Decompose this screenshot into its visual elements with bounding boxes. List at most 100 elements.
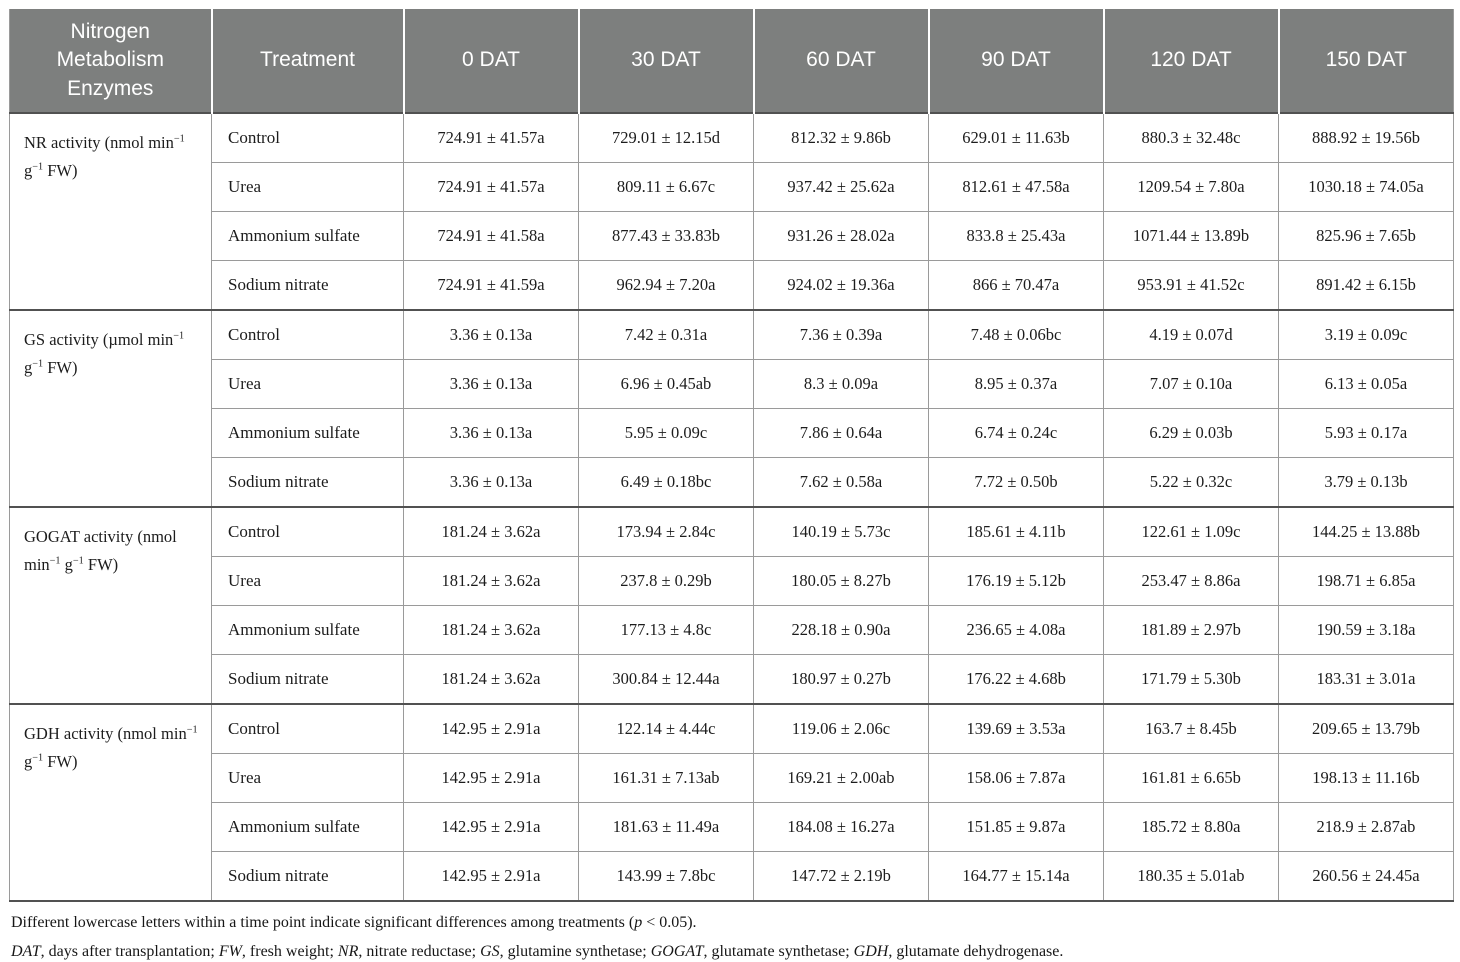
treatment-cell: Sodium nitrate <box>211 654 404 704</box>
text-segment: , glutamine synthetase; <box>499 942 651 960</box>
value-cell: 3.36 ± 0.13a <box>403 457 579 507</box>
value-cell: 812.61 ± 47.58a <box>928 162 1104 212</box>
text-segment: GOGAT <box>650 942 704 960</box>
value-cell: 185.61 ± 4.11b <box>928 506 1104 557</box>
text-segment: GS activity (µmol min <box>24 330 174 349</box>
value-cell: 181.24 ± 3.62a <box>403 556 579 606</box>
value-cell: 5.22 ± 0.32c <box>1103 457 1279 507</box>
value-cell: 7.86 ± 0.64a <box>753 408 929 458</box>
treatment-cell: Urea <box>211 359 404 409</box>
value-cell: 142.95 ± 2.91a <box>403 753 579 803</box>
value-cell: 181.63 ± 11.49a <box>578 802 754 852</box>
value-cell: 181.24 ± 3.62a <box>403 506 579 557</box>
value-cell: 729.01 ± 12.15d <box>578 112 754 163</box>
value-cell: 164.77 ± 15.14a <box>928 851 1104 901</box>
header-enzymes: Nitrogen Metabolism Enzymes <box>9 9 212 113</box>
text-segment: Different lowercase letters within a tim… <box>11 914 635 931</box>
value-cell: 3.19 ± 0.09c <box>1278 309 1454 360</box>
treatment-cell: Sodium nitrate <box>211 457 404 507</box>
text-segment: , days after transplantation; <box>40 942 219 960</box>
text-segment: GDH <box>853 942 889 960</box>
treatment-cell: Control <box>211 309 404 360</box>
header-60-dat: 60 DAT <box>752 9 929 113</box>
value-cell: 6.96 ± 0.45ab <box>578 359 754 409</box>
value-cell: 144.25 ± 13.88b <box>1278 506 1454 557</box>
value-cell: 953.91 ± 41.52c <box>1103 260 1279 310</box>
value-cell: 1071.44 ± 13.89b <box>1103 211 1279 261</box>
value-cell: 3.36 ± 0.13a <box>403 359 579 409</box>
value-cell: 7.36 ± 0.39a <box>753 309 929 360</box>
value-cell: 888.92 ± 19.56b <box>1278 112 1454 163</box>
value-cell: 7.62 ± 0.58a <box>753 457 929 507</box>
value-cell: 825.96 ± 7.65b <box>1278 211 1454 261</box>
treatment-cell: Control <box>211 703 404 754</box>
table-row: NR activity (nmol min−1 g−1 FW) Control 72… <box>9 112 1454 310</box>
table-row: Urea 724.91 ± 41.57a 809.11 ± 6.67c 937.42 … <box>10 162 1454 212</box>
value-cell: 6.13 ± 0.05a <box>1278 359 1454 409</box>
value-cell: 183.31 ± 3.01a <box>1278 654 1454 704</box>
value-cell: 877.43 ± 33.83b <box>578 211 754 261</box>
table-row: Sodium nitrate 3.36 ± 0.13a 6.49 ± 0.18bc 7… <box>10 457 1454 507</box>
value-cell: 163.7 ± 8.45b <box>1103 703 1279 754</box>
text-segment: −1 <box>32 752 44 764</box>
value-cell: 198.13 ± 11.16b <box>1278 753 1454 803</box>
value-cell: 724.91 ± 41.59a <box>403 260 579 310</box>
value-cell: 161.81 ± 6.65b <box>1103 753 1279 803</box>
treatment-cell: Ammonium sulfate <box>211 211 404 261</box>
text-segment: FW <box>218 942 242 960</box>
value-cell: 931.26 ± 28.02a <box>753 211 929 261</box>
header-120-dat: 120 DAT <box>1102 9 1279 113</box>
treatment-cell: Ammonium sulfate <box>211 605 404 655</box>
value-cell: 180.05 ± 8.27b <box>753 556 929 606</box>
header-row: Nitrogen Metabolism Enzymes Treatment 0 … <box>9 9 1454 113</box>
value-cell: 119.06 ± 2.06c <box>753 703 929 754</box>
value-cell: 880.3 ± 32.48c <box>1103 112 1279 163</box>
value-cell: 236.65 ± 4.08a <box>928 605 1104 655</box>
table-row: Ammonium sulfate 3.36 ± 0.13a 5.95 ± 0.09c… <box>10 408 1454 458</box>
value-cell: 937.42 ± 25.62a <box>753 162 929 212</box>
enzyme-group: NR activity (nmol min−1 g−1 FW) Control 72… <box>9 112 1454 310</box>
text-segment: FW) <box>83 555 119 575</box>
text-segment: , nitrate reductase; <box>358 942 481 960</box>
value-cell: 161.31 ± 7.13ab <box>578 753 754 803</box>
text-segment: FW) <box>43 358 78 378</box>
value-cell: 198.71 ± 6.85a <box>1278 556 1454 606</box>
treatment-cell: Ammonium sulfate <box>211 408 404 458</box>
treatment-cell: Urea <box>211 556 404 606</box>
value-cell: 237.8 ± 0.29b <box>578 556 754 606</box>
value-cell: 7.48 ± 0.06bc <box>928 309 1104 360</box>
text-segment: DAT <box>11 942 41 960</box>
value-cell: 177.13 ± 4.8c <box>578 605 754 655</box>
value-cell: 891.42 ± 6.15b <box>1278 260 1454 310</box>
value-cell: 4.19 ± 0.07d <box>1103 309 1279 360</box>
value-cell: 142.95 ± 2.91a <box>403 802 579 852</box>
value-cell: 122.61 ± 1.09c <box>1103 506 1279 557</box>
treatment-cell: Ammonium sulfate <box>211 802 404 852</box>
value-cell: 176.22 ± 4.68b <box>928 654 1104 704</box>
value-cell: 1030.18 ± 74.05a <box>1278 162 1454 212</box>
treatment-cell: Control <box>211 506 404 557</box>
value-cell: 724.91 ± 41.57a <box>403 162 579 212</box>
enzyme-name-cell: GOGAT activity (nmol min−1 g−1 FW) <box>9 506 212 704</box>
enzyme-group: GS activity (µmol min−1 g−1 FW) Control 3.… <box>9 309 1454 507</box>
text-segment: NR activity (nmol min <box>24 133 174 152</box>
table-row: Ammonium sulfate 142.95 ± 2.91a 181.63 ± 1… <box>10 802 1454 852</box>
value-cell: 812.32 ± 9.86b <box>753 112 929 163</box>
value-cell: 3.79 ± 0.13b <box>1278 457 1454 507</box>
value-cell: 866 ± 70.47a <box>928 260 1104 310</box>
text-segment: g <box>24 752 33 772</box>
value-cell: 173.94 ± 2.84c <box>578 506 754 557</box>
table-row: Urea 181.24 ± 3.62a 237.8 ± 0.29b 180.05 ± … <box>10 556 1454 606</box>
value-cell: 3.36 ± 0.13a <box>403 309 579 360</box>
value-cell: 629.01 ± 11.63b <box>928 112 1104 163</box>
value-cell: 924.02 ± 19.36a <box>753 260 929 310</box>
value-cell: 300.84 ± 12.44a <box>578 654 754 704</box>
value-cell: 3.36 ± 0.13a <box>403 408 579 458</box>
table-row: Sodium nitrate 142.95 ± 2.91a 143.99 ± 7.8… <box>10 851 1454 901</box>
value-cell: 6.49 ± 0.18bc <box>578 457 754 507</box>
table-row: Urea 3.36 ± 0.13a 6.96 ± 0.45ab 8.3 ± 0.09a… <box>10 359 1454 409</box>
value-cell: 190.59 ± 3.18a <box>1278 605 1454 655</box>
enzyme-group: GDH activity (nmol min−1 g−1 FW) Control 1… <box>9 703 1454 901</box>
text-segment: −1 <box>173 330 185 342</box>
